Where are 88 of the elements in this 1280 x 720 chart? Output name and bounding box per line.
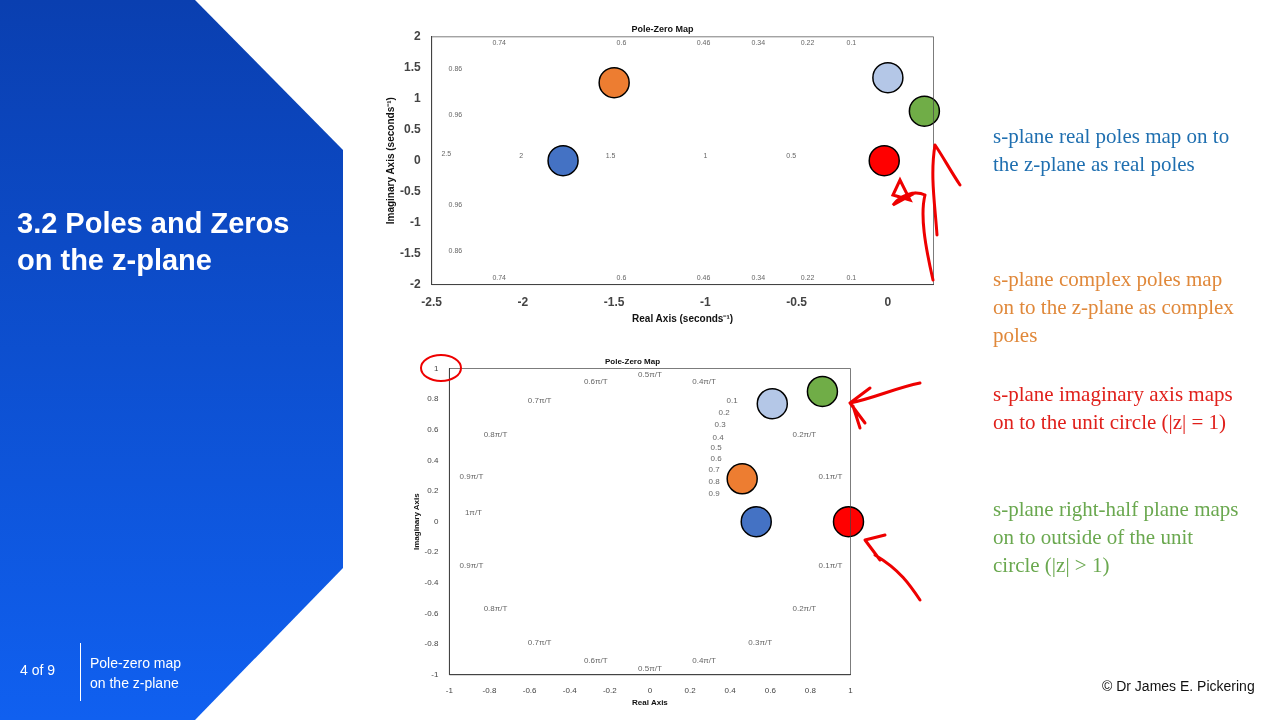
annotation: 0.2	[718, 408, 731, 418]
point	[756, 387, 789, 420]
y-tick-label: 0.8	[427, 394, 439, 404]
annotation: 0.9	[708, 489, 721, 499]
text: s-plane real poles map on to the z-plane as real poles	[993, 123, 1231, 178]
point	[806, 375, 839, 408]
annotation: 0.1π/T	[818, 561, 843, 571]
point	[740, 505, 772, 538]
annotation: 1π/T	[464, 507, 483, 517]
annotation: 0.2π/T	[792, 429, 817, 439]
annotation: 0.6π/T	[583, 377, 608, 387]
annotation: 0.6π/T	[583, 656, 608, 666]
point	[598, 66, 630, 99]
y-tick-label: -1	[410, 214, 421, 229]
y-tick-label: -0.4	[424, 578, 439, 588]
x-tick-label: -1	[700, 295, 712, 310]
y-tick-label: -1	[431, 670, 439, 679]
x-tick-label: 0	[647, 685, 653, 695]
annotation: 0.4π/T	[692, 656, 717, 666]
y-tick-label: 2	[413, 29, 421, 44]
annotation: 0.5	[710, 443, 723, 453]
annotation: 0.2π/T	[792, 604, 817, 614]
x-tick-label: 1	[848, 685, 854, 695]
x-tick-label: -0.6	[522, 685, 538, 695]
x-tick-label: -2	[517, 295, 529, 310]
annotation: 0.8	[708, 477, 721, 487]
annotation: 0.7π/T	[527, 395, 552, 405]
x-tick-label: -1.5	[603, 295, 625, 310]
x-tick-label: 0.8	[804, 685, 817, 695]
annotation: 0.5π/T	[638, 663, 662, 673]
text: © Dr James E. Pickering	[1102, 677, 1256, 696]
text: s-plane right-half plane maps on to outside of the unit circle (|z| > 1)	[993, 496, 1240, 579]
y-tick-label: -0.2	[424, 547, 439, 557]
point	[547, 144, 579, 177]
y-tick-label: -0.6	[424, 608, 439, 618]
y-tick-label: -2	[410, 276, 421, 291]
annotation: 0.5π/T	[638, 369, 662, 379]
y-tick-label: 1.5	[403, 60, 421, 75]
annotation: 0.9π/T	[459, 472, 484, 482]
y-tick-label: 1	[413, 91, 421, 106]
annotation: 0.7	[708, 464, 721, 474]
x-tick-label: 0.4	[724, 685, 737, 695]
y-tick-label: 0.2	[427, 486, 439, 496]
annotation: 0.7π/T	[527, 637, 552, 647]
x-tick-label: 0	[884, 295, 892, 310]
point	[868, 144, 900, 177]
x-axis-title: Real Axis (seconds⁻¹)	[632, 312, 734, 324]
annotation: 0.4π/T	[692, 377, 717, 387]
x-tick-label: 0.2	[684, 685, 697, 695]
point	[832, 505, 865, 538]
x-tick-label: -2.5	[421, 295, 443, 310]
y-tick-label: 1	[433, 363, 439, 373]
y-tick-label: 0	[413, 153, 421, 168]
text: 4 of 9	[20, 662, 56, 678]
y-tick-label: 0	[433, 516, 439, 526]
text: Pole-zero map on the z-plane	[90, 654, 183, 693]
x-tick-label: -0.5	[786, 295, 808, 310]
annotation: 0.1π/T	[818, 472, 843, 482]
point	[726, 463, 758, 495]
annotation: 0.8π/T	[483, 604, 508, 614]
y-tick-label: -0.5	[399, 183, 421, 198]
x-tick-label: -0.4	[562, 685, 578, 695]
y-axis-title: Imaginary Axis (seconds⁻¹)	[384, 97, 396, 225]
text: 3.2 Poles and Zeros on the z-plane	[17, 206, 291, 278]
x-tick-label: 0.6	[764, 685, 777, 695]
annotation: 0.8π/T	[483, 429, 508, 439]
x-tick-label: -0.8	[482, 685, 497, 695]
annotation: 0.6	[710, 454, 723, 464]
chart-title: Pole-Zero Map	[631, 23, 694, 34]
annotation: 0.9π/T	[459, 561, 484, 571]
y-tick-label: 0.5	[403, 122, 421, 137]
y-tick-label: -1.5	[399, 245, 421, 260]
point	[872, 61, 904, 94]
y-tick-label: 0.4	[427, 455, 439, 465]
x-axis-title: Real Axis	[632, 698, 669, 708]
annotation: 0.3π/T	[748, 637, 773, 647]
text: s-plane imaginary axis maps on to the unit circle (|z| = 1)	[993, 381, 1234, 436]
point	[908, 95, 941, 127]
x-tick-label: -0.2	[602, 685, 618, 695]
annotation: 0.4	[712, 432, 725, 442]
y-tick-label: 0.6	[427, 424, 439, 434]
annotation: 0.1	[726, 395, 739, 405]
x-tick-label: -1	[445, 685, 454, 695]
y-axis-title: Imaginary Axis	[412, 492, 421, 550]
annotation: 0.3	[714, 420, 727, 430]
y-tick-label: -0.8	[424, 639, 439, 649]
chart-title: Pole-Zero Map	[604, 356, 661, 366]
text: s-plane complex poles map on to the z-plane as complex poles	[993, 266, 1235, 349]
